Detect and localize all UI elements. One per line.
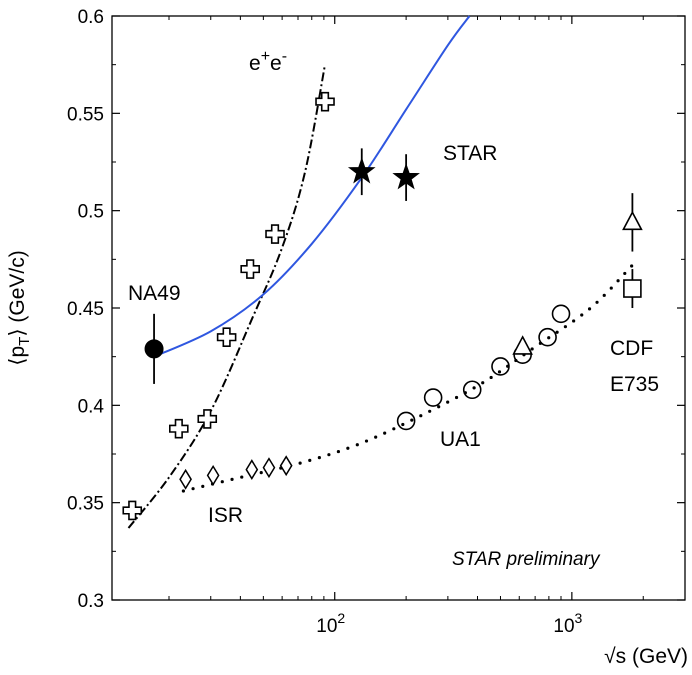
data-point-e-e- [169,418,189,439]
data-point-e-e- [122,500,143,521]
annotation-cdf: CDF [610,337,653,360]
data-point-e-e- [265,224,285,244]
data-point-star [347,157,376,184]
x-tick-label: 103 [553,610,582,637]
fit-curve-e-e-fit [127,64,326,529]
data-point-isr [245,459,259,481]
axes-layer [111,15,686,601]
y-tick-label: 0.5 [78,202,104,223]
fit-curve-isr-ua1-fit [181,263,634,493]
data-point-e-e- [197,409,218,429]
annotation-ee-plus: + [261,48,270,65]
data-point-e-e- [240,259,260,279]
y-axis-title-bracket-open: ⟨ [6,358,29,366]
annotation-isr: ISR [208,504,243,527]
data-point-ua1 [423,388,443,407]
data-point-e735 [622,210,643,231]
data-point-na49 [144,339,164,359]
data-point-isr [179,468,192,490]
y-axis-title-rest: ⟩ (GeV/c) [6,250,29,336]
data-point-e-e- [315,91,335,112]
fit-curve-star-fit [153,15,471,358]
y-axis-title-p: p [6,346,29,358]
data-point-e-e- [216,327,237,347]
marker-layer [122,91,643,521]
annotation-star: STAR [443,142,497,165]
data-point-isr [206,464,220,486]
annotation-ua1: UA1 [440,428,481,451]
x-tick-label-exponent: 2 [337,610,345,626]
y-tick-label: 0.45 [67,299,104,320]
data-point-ua1 [396,411,416,431]
curve-layer [127,15,634,529]
x-tick-label-base: 10 [316,616,337,637]
data-point-isr [279,455,293,477]
annotation-ee-e1: e [249,52,261,75]
data-point-star [392,163,420,190]
y-axis-title-subscript: T [16,337,33,346]
data-point-ua1 [551,304,571,324]
annotation-preliminary: STAR preliminary [452,549,601,570]
annotation-ee-e2: e [270,52,282,75]
annotation-ee: e+e- [249,48,287,75]
x-tick-label-base: 10 [553,616,574,637]
annotation-e735: E735 [610,373,659,396]
y-tick-label: 0.55 [67,104,104,125]
data-point-cdf [623,279,642,298]
data-point-ua1 [491,357,510,376]
x-axis-title: √s (GeV) [604,645,688,668]
x-tick-label: 102 [316,610,345,637]
y-tick-label: 0.6 [78,7,104,28]
y-tick-label: 0.3 [78,591,104,612]
y-axis-title: ⟨pT⟩ (GeV/c) [6,250,33,365]
annotation-na49: NA49 [128,282,181,305]
data-point-ua1 [462,380,482,400]
plot-frame [111,15,686,601]
data-point-ua1 [538,327,557,347]
annotation-ee-minus: - [282,48,287,65]
data-point-isr [262,457,276,479]
data-point-e735 [512,335,533,355]
y-tick-label: 0.4 [78,396,105,417]
y-tick-label: 0.35 [67,494,104,515]
x-tick-label-exponent: 3 [575,610,583,626]
